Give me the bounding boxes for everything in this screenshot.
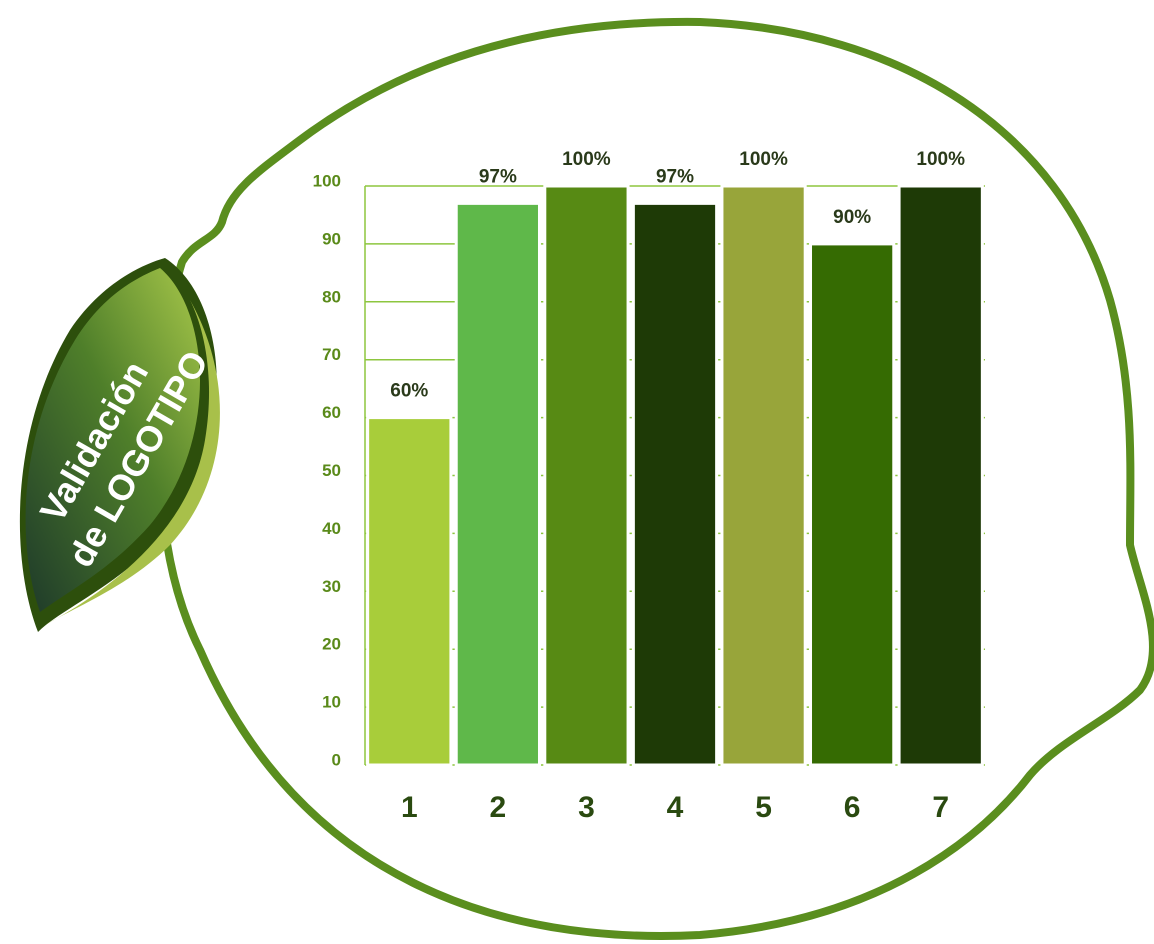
value-label: 100% <box>562 149 611 170</box>
value-label: 100% <box>916 149 965 170</box>
y-tick-label: 60 <box>322 403 341 422</box>
y-tick-label: 0 <box>332 750 341 769</box>
value-label: 97% <box>656 166 694 187</box>
bar <box>543 184 630 767</box>
plot-area: 0 10 20 30 40 50 60 70 80 90 100 60% 1 97% 2 100% 3 97% 4 1… <box>313 149 985 824</box>
bar <box>366 416 453 767</box>
x-tick-label: 6 <box>844 791 861 824</box>
value-label: 60% <box>390 381 428 402</box>
bar <box>897 184 984 767</box>
bar <box>809 242 896 767</box>
value-label: 100% <box>739 149 788 170</box>
x-tick-label: 2 <box>490 791 507 824</box>
value-label: 90% <box>833 207 871 228</box>
y-tick-label: 20 <box>322 635 341 654</box>
bar <box>720 184 807 767</box>
y-tick-label: 80 <box>322 287 341 306</box>
x-tick-label: 7 <box>932 791 949 824</box>
x-tick-label: 5 <box>755 791 772 824</box>
y-tick-label: 40 <box>322 519 341 538</box>
y-tick-label: 100 <box>313 171 341 190</box>
x-tick-label: 4 <box>667 791 684 824</box>
y-tick-label: 50 <box>322 461 341 480</box>
y-tick-label: 90 <box>322 229 341 248</box>
x-tick-label: 1 <box>401 791 418 824</box>
leaf-edge <box>45 300 220 625</box>
bar <box>631 201 719 767</box>
bar <box>454 201 541 767</box>
y-tick-label: 70 <box>322 345 341 364</box>
value-label: 97% <box>479 166 517 187</box>
y-tick-label: 10 <box>322 693 341 712</box>
y-tick-label: 30 <box>322 577 341 596</box>
lemon-outline <box>155 17 1154 940</box>
x-tick-label: 3 <box>578 791 595 824</box>
leaf <box>25 268 200 612</box>
